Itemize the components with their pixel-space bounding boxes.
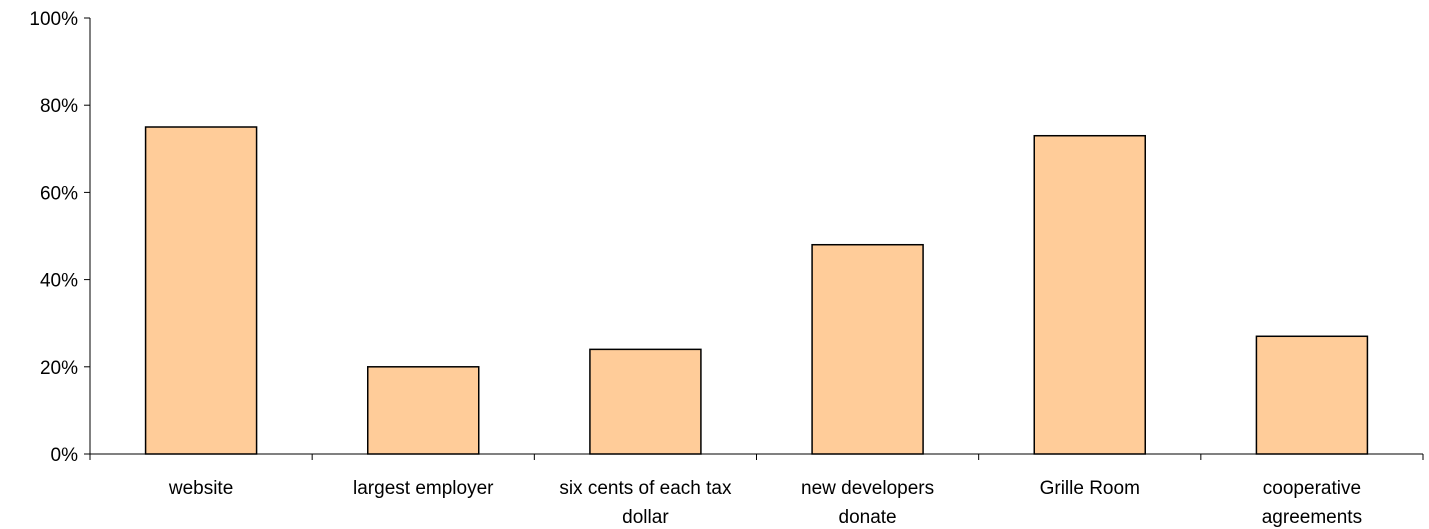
bar [811,243,924,455]
y-tick-label: 100% [29,9,78,30]
bar [1255,335,1369,455]
x-category-label-line: Grille Room [1040,478,1140,499]
x-category-label-line: agreements [1262,507,1362,528]
x-category-label-line: donate [839,507,897,528]
x-category-label-line: dollar [622,507,669,528]
x-category-label-line: largest employer [353,478,494,499]
x-category-label: cooperative agreements [1262,478,1362,528]
x-category-label: six cents of each tax dollar [559,478,732,528]
chart-bars [144,126,1369,455]
y-tick-label: 40% [40,271,78,292]
bar [367,366,480,455]
bar [144,126,258,455]
x-category-label-line: six cents of each tax [559,478,732,499]
chart-axes [89,18,1424,460]
y-tick-label: 0% [51,445,79,466]
x-category-label-line: website [168,478,233,499]
bar [589,348,702,455]
y-tick-label: 60% [40,183,78,204]
x-category-label-line: new developers [801,478,934,499]
x-category-label: website [168,478,233,499]
y-axis-ticks: 0% 20% 40% 60% 80% 100% [29,9,90,466]
x-category-label: largest employer [353,478,494,499]
x-category-label: Grille Room [1040,478,1140,499]
y-tick-label: 80% [40,96,78,117]
x-category-label: new developers donate [801,478,934,528]
x-axis-labels: website largest employer six cents of each… [168,478,1362,528]
x-category-label-line: cooperative [1263,478,1361,499]
bar [1033,134,1146,455]
y-tick-label: 20% [40,358,78,379]
